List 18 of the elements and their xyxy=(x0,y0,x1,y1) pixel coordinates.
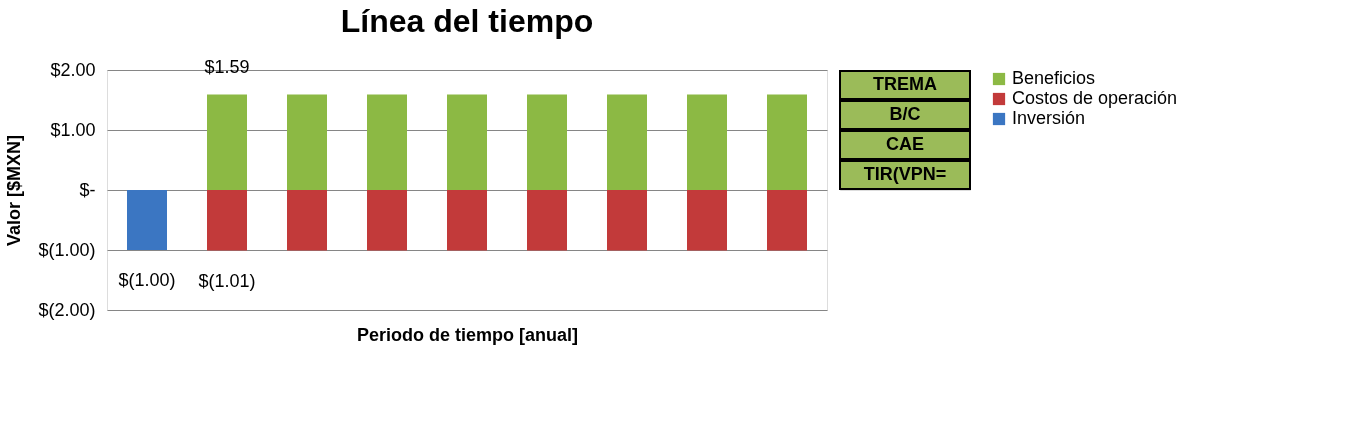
y-tick-label: $2.00 xyxy=(50,59,96,80)
text: CAE xyxy=(885,134,925,154)
legend-label: Inversión xyxy=(1012,108,1086,128)
legend-label: Beneficios xyxy=(1012,68,1096,88)
text: B/C xyxy=(889,104,921,124)
data-label: $(1.01) xyxy=(198,270,256,291)
y-tick-label: $(2.00) xyxy=(38,299,96,320)
chart-title: Línea del tiempo xyxy=(340,2,594,39)
text: TIR(VPN= xyxy=(863,164,947,184)
y-tick-label: $1.00 xyxy=(50,119,96,140)
y-tick-label: $- xyxy=(79,179,96,200)
y-tick-label: $(1.00) xyxy=(38,239,96,260)
y-axis-title: Valor [$MXN] xyxy=(4,134,25,247)
data-label: $(1.00) xyxy=(118,270,176,290)
data-label: $1.59 xyxy=(204,56,250,77)
legend-label: Costos de operación xyxy=(1012,88,1178,108)
text: TREMA xyxy=(873,74,937,94)
x-axis-title: Periodo de tiempo [anual] xyxy=(356,324,579,345)
